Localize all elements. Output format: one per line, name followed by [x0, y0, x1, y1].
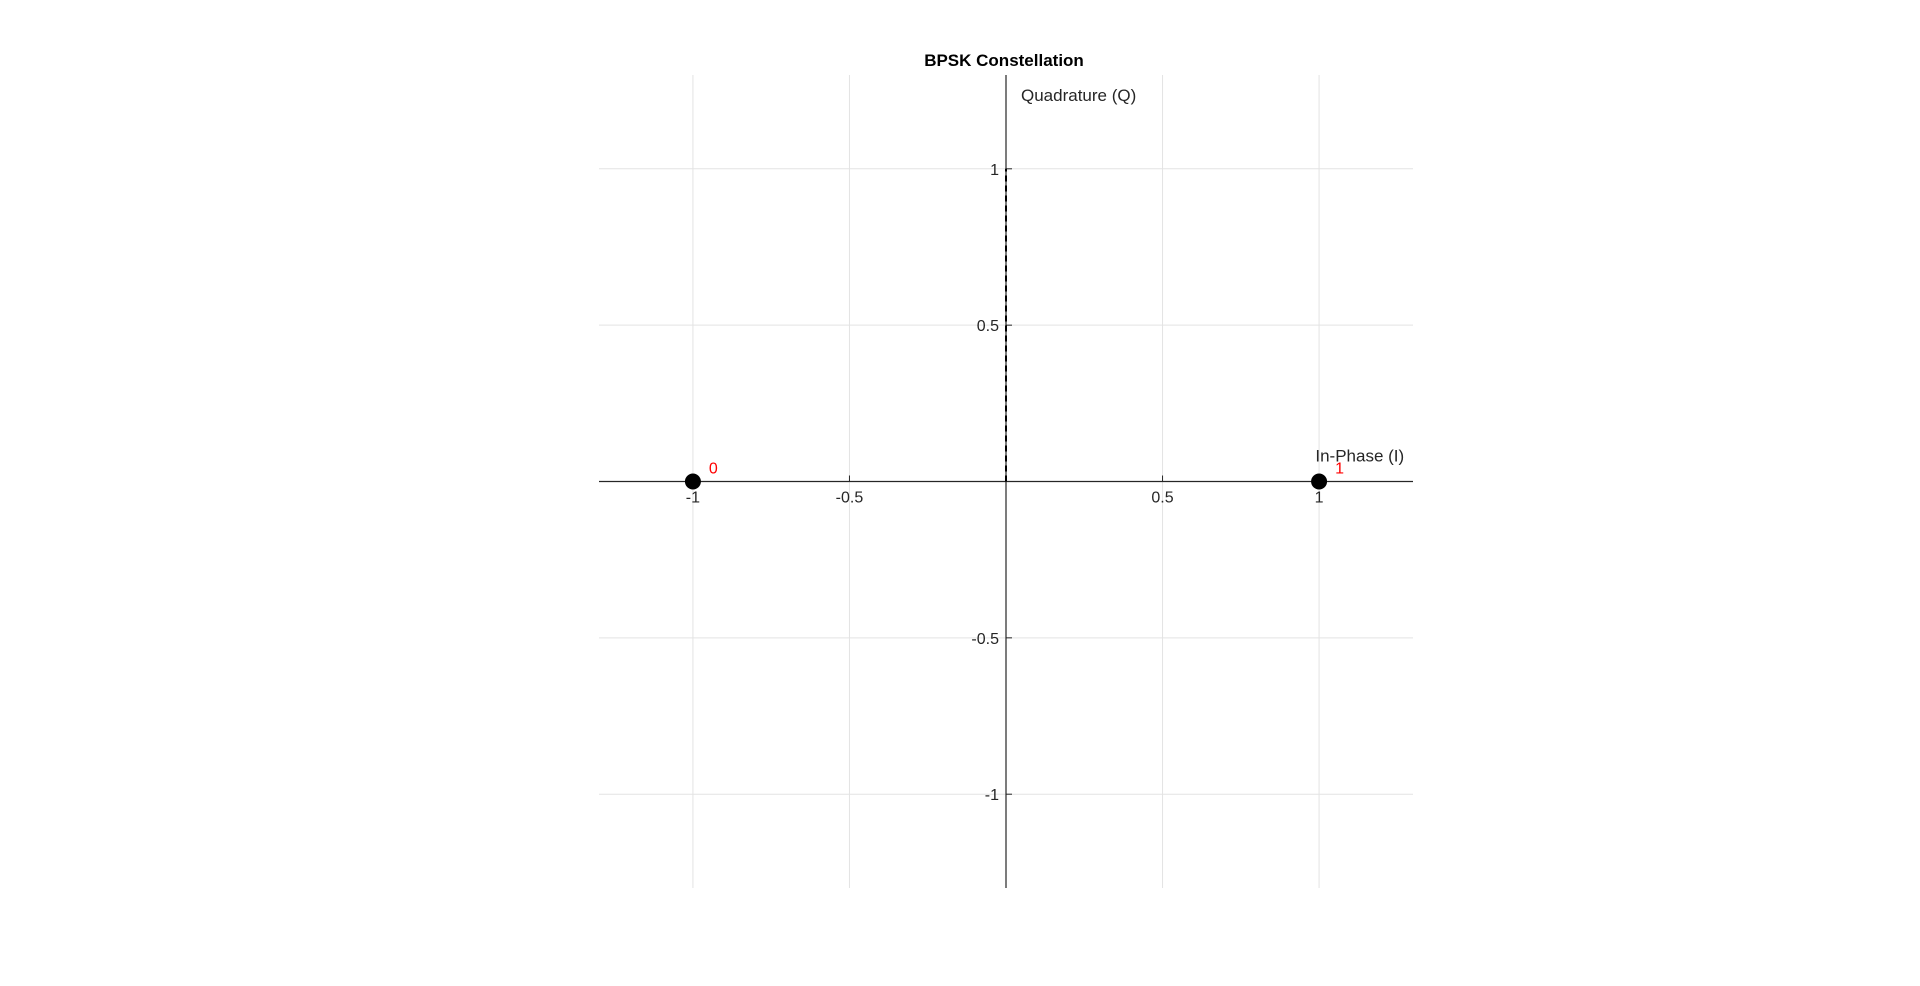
x-tick-label-2: 0.5	[1151, 490, 1173, 507]
point-label-0: 0	[709, 461, 718, 478]
y-axis-label: Quadrature (Q)	[1021, 86, 1136, 105]
x-tick-label-3: 1	[1315, 490, 1324, 507]
y-tick-label-0: 1	[990, 162, 999, 179]
tick-marks-and-labels: -1 -0.5 0.5 1 1 0.5 -0.5 -1	[686, 162, 1324, 804]
x-tick-label-0: -1	[686, 490, 700, 507]
constellation-point-1	[1311, 473, 1328, 490]
y-tick-label-1: 0.5	[977, 318, 999, 335]
y-tick-label-2: -0.5	[971, 631, 999, 648]
x-tick-label-1: -0.5	[836, 490, 864, 507]
constellation-point-0	[684, 473, 701, 490]
y-tick-label-3: -1	[985, 787, 999, 804]
chart-title: BPSK Constellation	[924, 51, 1084, 70]
x-axis-label: In-Phase (I)	[1315, 447, 1404, 466]
point-label-1: 1	[1335, 461, 1344, 478]
